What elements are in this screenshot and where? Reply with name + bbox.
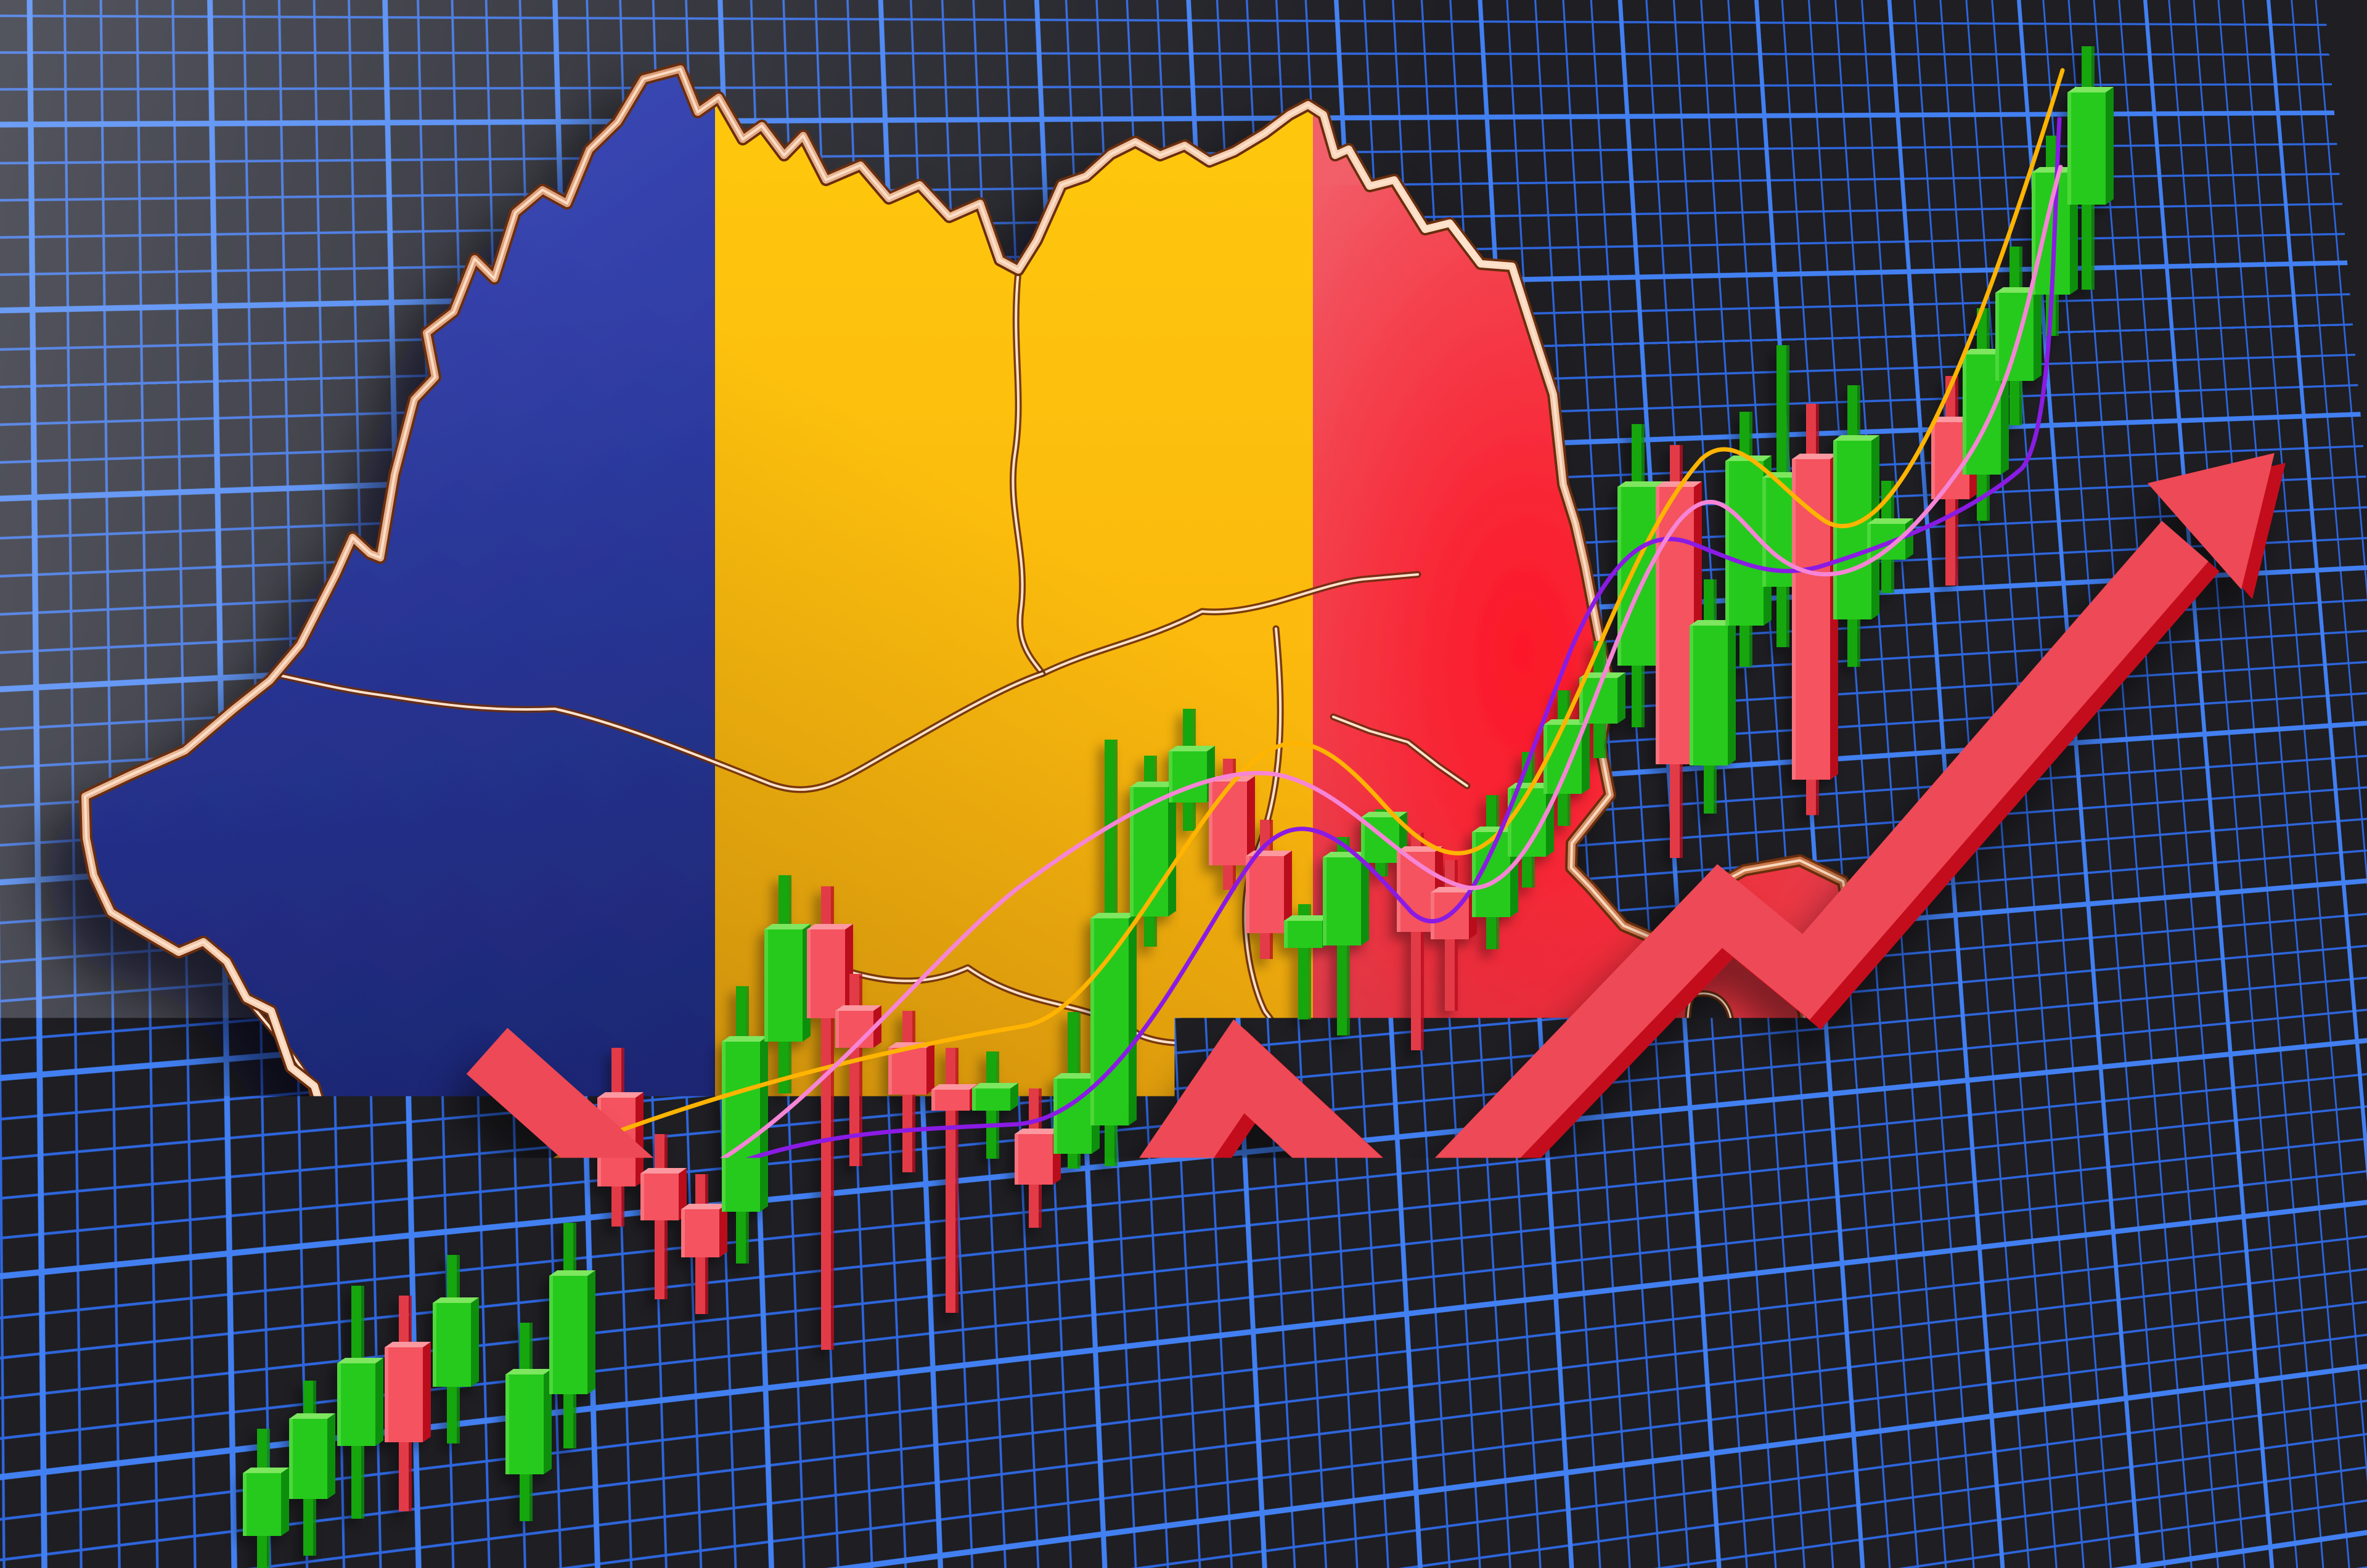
candle-body-edge-light	[1323, 857, 1327, 945]
candle-body-side	[1728, 620, 1736, 766]
candle-body-edge-light	[1792, 459, 1796, 780]
candle-body-edge-light	[1015, 1134, 1018, 1185]
candle-body-side	[1617, 672, 1625, 724]
candle-body-edge-light	[1472, 832, 1476, 917]
candle-body-front	[1690, 626, 1728, 766]
candle-body-edge-light	[1725, 461, 1729, 626]
candle-body-top	[1361, 812, 1407, 817]
candle-body-front	[505, 1374, 544, 1474]
candle-body-front	[835, 1011, 873, 1048]
candle-body-side	[423, 1342, 431, 1442]
candle-body-edge-light	[722, 1042, 726, 1212]
financial-illustration	[0, 0, 2367, 1568]
candle-body-front	[972, 1088, 1010, 1111]
candle-body-front	[1053, 1079, 1092, 1154]
candle-body-top	[931, 1084, 978, 1090]
candle-body-edge-light	[1833, 441, 1837, 619]
candle-body-edge-light	[1130, 787, 1134, 917]
candle-body-front	[807, 929, 845, 1018]
candle-body-edge-light	[1431, 892, 1434, 939]
candle-wick-side	[859, 974, 862, 1166]
candle-body-front	[764, 929, 803, 1042]
candle-body-top	[807, 924, 853, 929]
candle-body-top	[764, 924, 811, 929]
candle-body-top	[1246, 851, 1292, 856]
candle-body-top	[433, 1297, 479, 1303]
candle-body-front	[1209, 782, 1247, 865]
candle-body-top	[385, 1342, 431, 1347]
candle-body-front	[1833, 441, 1871, 619]
candle-up	[243, 1429, 289, 1568]
candle-body-top	[835, 1005, 881, 1011]
candle-body-edge-light	[807, 929, 811, 1018]
candle-body-edge-light	[385, 1347, 388, 1442]
candle-body-front	[243, 1473, 281, 1536]
candle-body-top	[243, 1468, 289, 1473]
candle-body-top	[722, 1036, 768, 1042]
candle-body-edge-light	[1690, 626, 1693, 766]
candle-body-side	[471, 1297, 479, 1387]
candle-up	[289, 1381, 335, 1556]
candle-body-edge-light	[243, 1473, 247, 1536]
candle-body-side	[1129, 913, 1137, 1125]
candle-body-top	[1833, 435, 1879, 441]
candle-body-side	[587, 1270, 595, 1394]
candle-body-edge-light	[1284, 921, 1288, 948]
illustration-stage	[0, 0, 2367, 1568]
candle-body-front	[337, 1363, 375, 1446]
candle-body-edge-light	[1995, 293, 1999, 381]
candle-body-front	[289, 1419, 327, 1499]
candle-body-side	[2034, 287, 2042, 381]
candle-body-edge-light	[337, 1363, 341, 1446]
candle-body-edge-light	[433, 1303, 436, 1387]
candle-body-top	[1867, 518, 1913, 524]
candle-body-edge-light	[931, 1090, 935, 1111]
candle-body-front	[1617, 487, 1656, 666]
candle-body-front	[1090, 918, 1129, 1125]
candle-body-side	[327, 1413, 335, 1499]
candle-body-front	[1725, 461, 1764, 626]
candle-body-front	[931, 1090, 970, 1111]
candle-body-side	[926, 1042, 934, 1095]
candle-body-edge-light	[1397, 852, 1400, 932]
candle-body-edge-light	[1090, 918, 1094, 1125]
candle-body-edge-light	[289, 1419, 293, 1499]
candle-body-front	[722, 1042, 760, 1212]
candle-down	[1792, 404, 1838, 888]
candle-body-edge-light	[835, 1011, 839, 1048]
candle-body-side	[760, 1036, 768, 1212]
candle-body-front	[2067, 92, 2106, 205]
candle-body-front	[1015, 1134, 1053, 1185]
candle-body-top	[505, 1369, 552, 1374]
candle-up	[337, 1286, 383, 1519]
candle-body-front	[1323, 857, 1361, 945]
candle-body-front	[549, 1276, 587, 1394]
candle-body-top	[972, 1083, 1018, 1088]
candle-body-front	[888, 1048, 926, 1095]
candle-body-side	[2106, 87, 2114, 205]
candle-body-edge-light	[1209, 782, 1212, 865]
candle-body-front	[1246, 856, 1284, 933]
candle-body-top	[549, 1270, 595, 1276]
candle-body-top	[597, 1092, 644, 1098]
candle-body-edge-light	[505, 1374, 509, 1474]
candle-body-edge-light	[2067, 92, 2071, 205]
candle-body-top	[1090, 913, 1137, 918]
candle-body-front	[1284, 921, 1322, 948]
candle-body-top	[1617, 481, 1664, 487]
candle-body-edge-light	[764, 929, 768, 1042]
candle-body-top	[2067, 87, 2114, 92]
candle-body-edge-light	[972, 1088, 976, 1111]
candle-body-top	[1169, 746, 1215, 751]
candle-down	[385, 1296, 431, 1511]
candle-body-edge-light	[1867, 524, 1871, 560]
candle-body-edge-light	[1931, 422, 1935, 499]
candle-body-top	[1792, 454, 1838, 459]
candle-body-edge-light	[549, 1276, 553, 1394]
candle-body-front	[1792, 459, 1830, 780]
